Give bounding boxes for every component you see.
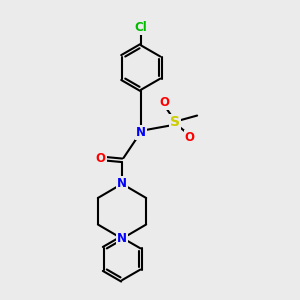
Text: N: N: [136, 126, 146, 139]
Text: O: O: [96, 152, 106, 165]
Text: Cl: Cl: [135, 21, 148, 34]
Text: O: O: [185, 131, 195, 144]
Text: S: S: [170, 115, 180, 129]
Text: N: N: [117, 232, 127, 245]
Text: N: N: [117, 177, 127, 190]
Text: O: O: [160, 96, 170, 109]
